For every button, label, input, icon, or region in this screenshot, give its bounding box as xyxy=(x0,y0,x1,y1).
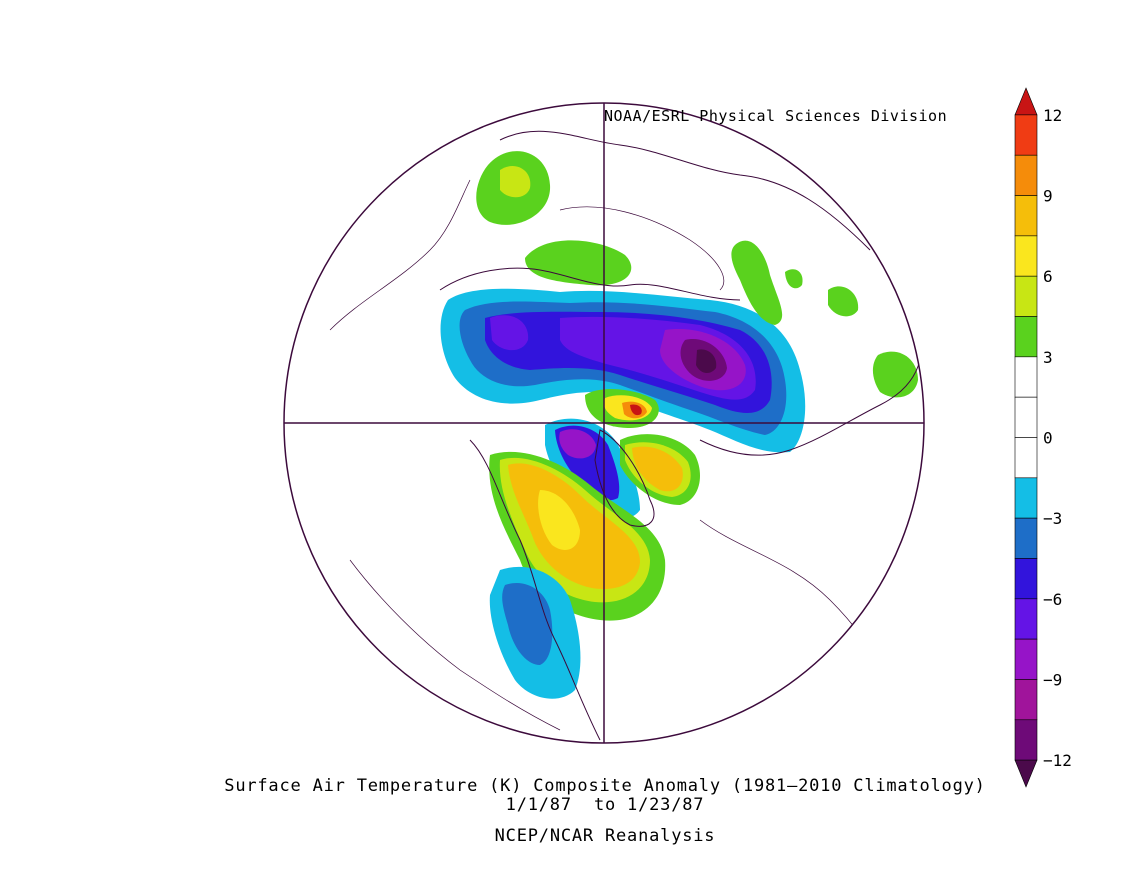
colorbar-tick-label: −6 xyxy=(1043,590,1062,609)
colorbar-swatch xyxy=(1014,719,1038,761)
colorbar-swatch xyxy=(1014,275,1038,317)
colorbar-tick-label: 6 xyxy=(1043,267,1053,286)
colorbar-swatch xyxy=(1014,759,1038,788)
contour-arctic-ring xyxy=(559,206,725,291)
caption-dates: 1/1/87 to 1/23/87 xyxy=(505,795,705,815)
coast-asia xyxy=(499,130,871,251)
cold-siberia-extreme xyxy=(696,349,717,374)
anomaly-fields xyxy=(440,151,918,699)
colorbar-tick-label: 3 xyxy=(1043,348,1053,367)
colorbar-swatch xyxy=(1014,87,1038,116)
contour-east-pacific xyxy=(349,559,561,731)
caption-source: NCEP/NCAR Reanalysis xyxy=(494,826,716,846)
colorbar: 12 9 6 3 0 −3 −6 −9 −12 xyxy=(1014,87,1072,788)
coast-europe xyxy=(699,359,921,456)
colorbar-swatch xyxy=(1014,356,1038,398)
credit-label: NOAA/ESRL Physical Sciences Division xyxy=(604,107,948,125)
contour-pacific xyxy=(329,179,471,331)
cold-greenland-core xyxy=(559,429,596,459)
colorbar-swatch xyxy=(1014,679,1038,721)
warm-barents-max xyxy=(630,404,642,416)
cold-mexico-core xyxy=(502,582,553,665)
colorbar-tick-label: 12 xyxy=(1043,106,1062,125)
colorbar-swatch xyxy=(1014,235,1038,277)
coast-north-america xyxy=(469,439,601,741)
colorbar-swatch xyxy=(1014,316,1038,358)
cold-west-core xyxy=(490,315,529,351)
colorbar-tick-label: 0 xyxy=(1043,429,1053,448)
globe-outline xyxy=(283,102,925,744)
warm-baffin-core xyxy=(632,446,683,492)
colorbar-tick-label: −12 xyxy=(1043,751,1072,770)
colorbar-swatch xyxy=(1014,195,1038,237)
warm-small-blob xyxy=(785,269,803,289)
warm-mideast-blob xyxy=(731,240,783,325)
colorbar-swatch xyxy=(1014,598,1038,640)
colorbar-tick-label: 9 xyxy=(1043,187,1053,206)
caption-title: Surface Air Temperature (K) Composite An… xyxy=(224,776,986,796)
map-globe xyxy=(283,102,925,744)
warm-europe-blob xyxy=(828,286,859,317)
colorbar-tick-label: −9 xyxy=(1043,670,1062,689)
warm-pacific-core xyxy=(500,166,531,198)
warm-canada-peak xyxy=(538,490,580,550)
colorbar-swatch xyxy=(1014,396,1038,438)
colorbar-swatch xyxy=(1014,114,1038,156)
colorbar-swatch xyxy=(1014,437,1038,479)
coastlines xyxy=(329,130,921,741)
colorbar-swatch xyxy=(1014,638,1038,680)
coast-alaska xyxy=(439,267,741,301)
colorbar-swatch xyxy=(1014,558,1038,600)
colorbar-swatch xyxy=(1014,517,1038,559)
colorbar-swatch xyxy=(1014,154,1038,196)
colorbar-tick-label: −3 xyxy=(1043,509,1062,528)
map-gridlines xyxy=(284,103,924,743)
colorbar-swatch xyxy=(1014,477,1038,519)
